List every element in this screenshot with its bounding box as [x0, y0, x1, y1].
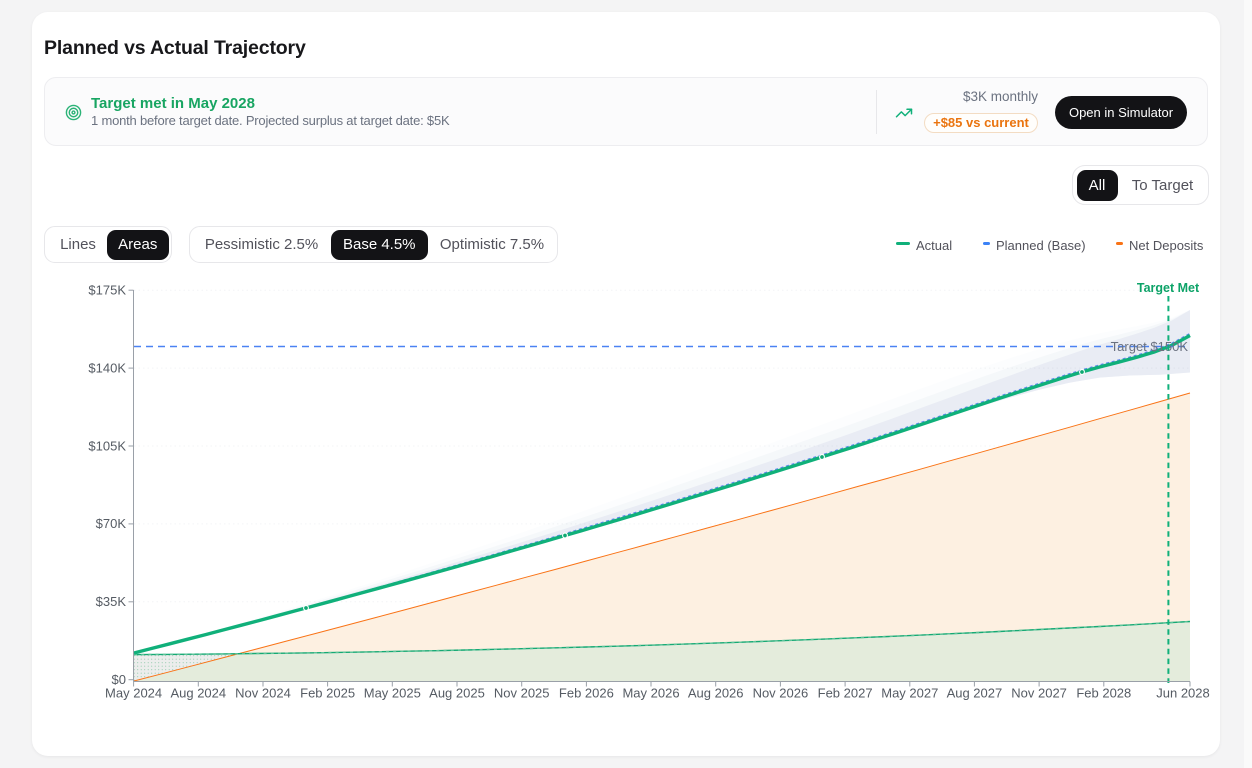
svg-text:$105K: $105K	[88, 438, 126, 453]
svg-text:Target Met: Target Met	[1137, 281, 1200, 295]
svg-text:$70K: $70K	[96, 516, 127, 531]
svg-text:Jun 2028: Jun 2028	[1156, 686, 1210, 701]
svg-text:Target $150K: Target $150K	[1111, 339, 1189, 354]
svg-text:Aug 2027: Aug 2027	[947, 686, 1003, 701]
svg-text:Nov 2027: Nov 2027	[1011, 686, 1067, 701]
svg-text:Nov 2026: Nov 2026	[753, 686, 809, 701]
svg-text:Aug 2025: Aug 2025	[429, 686, 485, 701]
svg-text:$35K: $35K	[96, 594, 127, 609]
svg-text:Aug 2026: Aug 2026	[688, 686, 744, 701]
svg-text:Nov 2025: Nov 2025	[494, 686, 550, 701]
svg-text:$0: $0	[112, 672, 126, 687]
svg-text:Feb 2026: Feb 2026	[559, 686, 614, 701]
svg-text:Feb 2027: Feb 2027	[818, 686, 873, 701]
svg-text:Nov 2024: Nov 2024	[235, 686, 291, 701]
svg-text:May 2024: May 2024	[105, 686, 162, 701]
svg-text:May 2026: May 2026	[622, 686, 679, 701]
svg-text:Aug 2024: Aug 2024	[170, 686, 226, 701]
svg-text:$175K: $175K	[88, 283, 126, 298]
svg-text:May 2027: May 2027	[881, 686, 938, 701]
svg-text:Feb 2028: Feb 2028	[1076, 686, 1131, 701]
svg-text:Feb 2025: Feb 2025	[300, 686, 355, 701]
svg-text:$140K: $140K	[88, 360, 126, 375]
svg-text:May 2025: May 2025	[364, 686, 421, 701]
